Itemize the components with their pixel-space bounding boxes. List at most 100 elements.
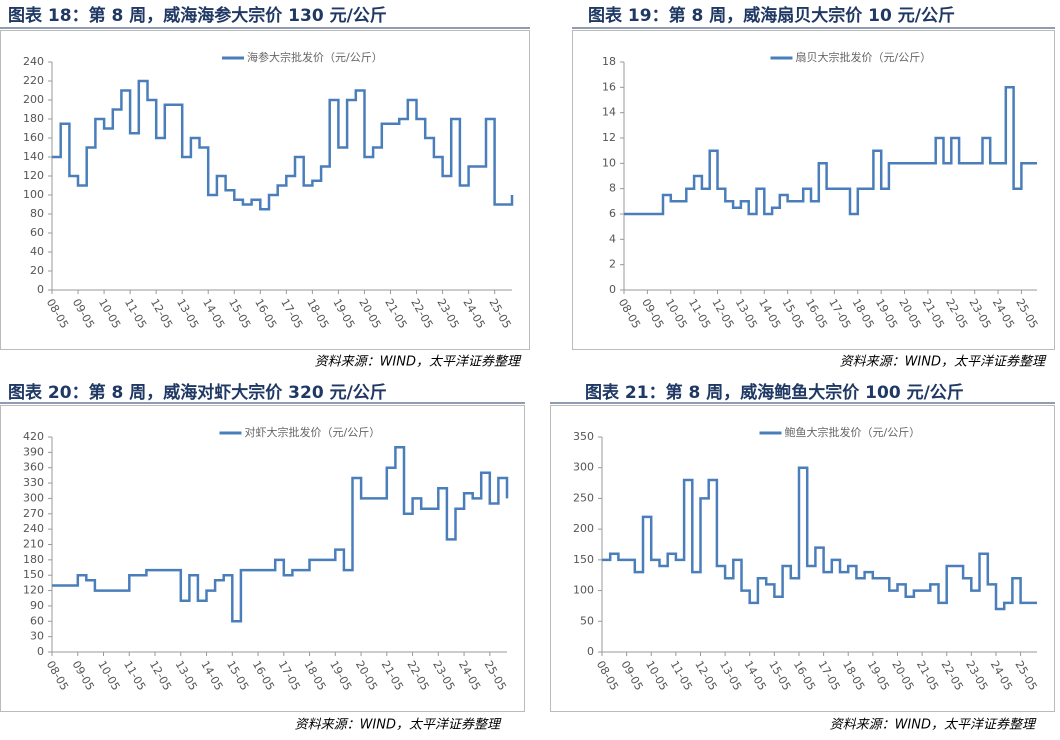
y-tick-label: 0 (37, 283, 44, 296)
x-tick-label: 11-05 (122, 297, 149, 331)
y-tick-label: 0 (587, 645, 594, 658)
x-tick-label: 24-05 (988, 659, 1015, 693)
chart-panel: 图表 21：第 8 周，威海鲍鱼大宗价 100 元/公斤资料来源：WIND，太平… (550, 382, 1055, 733)
chart-frame (550, 405, 1055, 712)
y-tick-label: 2 (609, 258, 616, 271)
x-tick-label: 20-05 (889, 659, 916, 693)
source-note: 资料来源：WIND，太平洋证券整理 (840, 355, 1047, 370)
y-tick-label: 220 (23, 74, 44, 87)
y-tick-label: 240 (23, 522, 44, 535)
y-tick-label: 60 (30, 614, 44, 627)
x-tick-label: 08-05 (44, 659, 71, 693)
x-tick-label: 17-05 (826, 297, 853, 331)
y-tick-label: 10 (602, 156, 616, 169)
x-tick-label: 22-05 (943, 297, 970, 331)
x-tick-label: 08-05 (594, 659, 621, 693)
legend-label: 扇贝大宗批发价（元/公斤） (796, 50, 932, 64)
x-tick-label: 16-05 (791, 659, 818, 693)
x-tick-label: 09-05 (70, 659, 97, 693)
x-tick-label: 24-05 (990, 297, 1017, 331)
y-tick-label: 150 (23, 568, 44, 581)
y-tick-label: 30 (30, 630, 44, 643)
x-tick-label: 15-05 (766, 659, 793, 693)
x-tick-label: 11-05 (686, 297, 713, 331)
x-tick-label: 13-05 (174, 297, 201, 331)
y-tick-label: 120 (23, 584, 44, 597)
y-tick-label: 20 (30, 264, 44, 277)
x-tick-label: 21-05 (379, 659, 406, 693)
y-tick-label: 360 (23, 461, 44, 474)
x-tick-label: 16-05 (252, 297, 279, 331)
x-tick-label: 12-05 (147, 659, 174, 693)
data-line (52, 445, 509, 623)
x-tick-label: 09-05 (618, 659, 645, 693)
y-tick-label: 180 (23, 112, 44, 125)
x-tick-label: 12-05 (692, 659, 719, 693)
chart-title: 图表 21：第 8 周，威海鲍鱼大宗价 100 元/公斤 (585, 382, 964, 403)
x-tick-label: 19-05 (865, 659, 892, 693)
x-tick-label: 23-05 (966, 297, 993, 331)
x-tick-label: 21-05 (382, 297, 409, 331)
y-tick-label: 300 (23, 491, 44, 504)
x-tick-label: 19-05 (873, 297, 900, 331)
y-tick-label: 16 (602, 80, 616, 93)
x-tick-label: 20-05 (896, 297, 923, 331)
y-tick-label: 120 (23, 169, 44, 182)
chart-frame (0, 405, 525, 712)
x-tick-label: 10-05 (663, 297, 690, 331)
x-tick-label: 17-05 (276, 659, 303, 693)
y-tick-label: 40 (30, 245, 44, 258)
chart-panel: 图表 18：第 8 周，威海海参大宗价 130 元/公斤资料来源：WIND，太平… (0, 5, 530, 370)
y-tick-label: 160 (23, 131, 44, 144)
y-tick-label: 200 (573, 522, 594, 535)
x-tick-label: 08-05 (616, 297, 643, 331)
x-tick-label: 15-05 (226, 297, 253, 331)
data-line (602, 466, 1037, 611)
x-tick-label: 24-05 (460, 297, 487, 331)
chart-title: 图表 19：第 8 周，威海扇贝大宗价 10 元/公斤 (588, 5, 955, 26)
x-tick-label: 25-05 (486, 297, 513, 331)
y-tick-label: 390 (23, 445, 44, 458)
x-tick-label: 20-05 (353, 659, 380, 693)
x-tick-label: 20-05 (356, 297, 383, 331)
y-tick-label: 12 (602, 131, 616, 144)
x-tick-label: 12-05 (709, 297, 736, 331)
y-tick-label: 100 (573, 584, 594, 597)
x-tick-label: 23-05 (430, 659, 457, 693)
x-tick-label: 09-05 (639, 297, 666, 331)
x-tick-label: 25-05 (1012, 659, 1039, 693)
y-tick-label: 8 (609, 182, 616, 195)
x-tick-label: 13-05 (717, 659, 744, 693)
legend-label: 对虾大宗批发价（元/公斤） (245, 425, 381, 439)
x-tick-label: 18-05 (840, 659, 867, 693)
x-tick-label: 22-05 (408, 297, 435, 331)
y-tick-label: 140 (23, 150, 44, 163)
y-tick-label: 4 (609, 232, 616, 245)
y-tick-label: 150 (573, 553, 594, 566)
y-tick-label: 350 (573, 430, 594, 443)
data-line (52, 79, 514, 211)
x-tick-label: 09-05 (70, 297, 97, 331)
x-tick-label: 11-05 (668, 659, 695, 693)
source-note: 资料来源：WIND，太平洋证券整理 (315, 355, 522, 370)
y-tick-label: 250 (573, 491, 594, 504)
x-tick-label: 17-05 (815, 659, 842, 693)
y-tick-label: 300 (573, 461, 594, 474)
y-tick-label: 270 (23, 507, 44, 520)
legend-label: 海参大宗批发价（元/公斤） (247, 50, 383, 64)
x-tick-label: 14-05 (756, 297, 783, 331)
x-tick-label: 21-05 (914, 659, 941, 693)
y-tick-label: 420 (23, 430, 44, 443)
x-tick-label: 14-05 (742, 659, 769, 693)
y-tick-label: 18 (602, 55, 616, 68)
x-tick-label: 22-05 (404, 659, 431, 693)
x-tick-label: 13-05 (173, 659, 200, 693)
y-tick-label: 6 (609, 207, 616, 220)
y-tick-label: 240 (23, 55, 44, 68)
data-line (624, 86, 1037, 216)
x-tick-label: 08-05 (44, 297, 71, 331)
x-tick-label: 25-05 (482, 659, 509, 693)
chart-frame (572, 30, 1055, 350)
chart-frame (0, 30, 530, 350)
